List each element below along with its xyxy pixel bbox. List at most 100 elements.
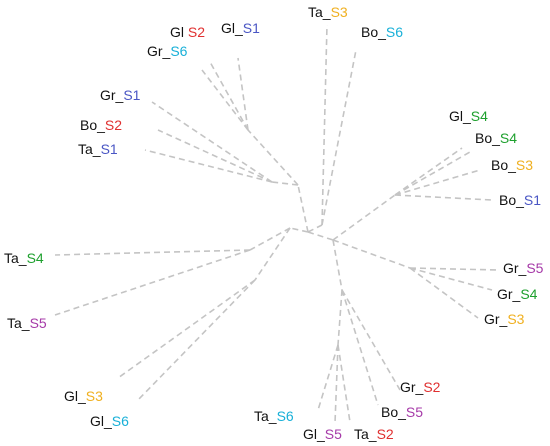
leaf-prefix: Gl_ <box>64 388 86 404</box>
leaf-sample: S1 <box>524 192 541 208</box>
leaf-sample: S5 <box>30 315 47 331</box>
leaf-label-ta-s4: Ta_S4 <box>4 250 44 266</box>
svg-text:Ta_S2: Ta_S2 <box>354 426 394 442</box>
branch-root-B <box>307 224 323 233</box>
branch-B-Ta_S3 <box>321 24 328 226</box>
branch-C3-C3a <box>337 289 343 346</box>
svg-text:Ta_S5: Ta_S5 <box>7 315 47 331</box>
leaf-sample: S1 <box>243 20 260 36</box>
branch-C2-Gr_S4 <box>409 267 493 291</box>
branch-D-D1 <box>249 227 291 251</box>
svg-text:Gr_S2: Gr_S2 <box>400 379 441 395</box>
leaf-label-bo-s5: Bo_S5 <box>381 404 423 420</box>
svg-text:Bo_S2: Bo_S2 <box>80 117 122 133</box>
leaf-sample: S2 <box>377 426 394 442</box>
svg-text:Gr_S3: Gr_S3 <box>484 311 525 327</box>
leaf-label-bo-s3: Bo_S3 <box>491 157 533 173</box>
svg-text:Gr_S4: Gr_S4 <box>497 286 538 302</box>
branch-C2-Gr_S5 <box>409 267 499 271</box>
leaf-prefix: Bo_ <box>361 24 386 40</box>
svg-text:Gl_S6: Gl_S6 <box>90 413 129 429</box>
branch-C-C2 <box>332 239 411 269</box>
branch-root-A <box>297 184 309 233</box>
leaf-label-gl-s1-top: Gl_S1 <box>221 20 260 36</box>
leaf-labels: Gl S2 Gl_S1Ta_S3Bo_S6Gr_S6Gr_S1Bo_S2Ta_S1… <box>4 4 544 442</box>
leaf-prefix: Gr_ <box>497 286 521 302</box>
leaf-label-ta-s2: Ta_S2 <box>354 426 394 442</box>
leaf-sample: S5 <box>526 260 543 276</box>
leaf-label-bo-s6: Bo_S6 <box>361 24 403 40</box>
branch-C3-Gr_S2 <box>341 289 401 391</box>
leaf-label-bo-s4: Bo_S4 <box>475 130 517 146</box>
svg-text:Ta_S1: Ta_S1 <box>78 141 118 157</box>
leaf-prefix: Bo_ <box>475 130 500 146</box>
branch-C-C3 <box>332 239 343 291</box>
leaf-sample: S5 <box>325 426 342 442</box>
leaf-prefix: Ta_ <box>354 426 377 442</box>
tree-edges <box>54 24 499 424</box>
leaf-sample: S5 <box>406 404 423 420</box>
leaf-sample: S3 <box>516 157 533 173</box>
branch-C1-Gl_S4 <box>394 147 463 196</box>
leaf-label-gr-s2: Gr_S2 <box>400 379 441 395</box>
branch-C2-Gr_S3 <box>409 267 479 319</box>
leaf-prefix: Gl <box>170 24 184 40</box>
leaf-label-bo-s2: Bo_S2 <box>80 117 122 133</box>
branch-A-A2 <box>271 181 299 186</box>
branch-C3-Bo_S5 <box>341 289 379 406</box>
leaf-prefix: Gl_ <box>303 426 325 442</box>
leaf-label-ta-s3: Ta_S3 <box>308 4 348 20</box>
branch-root-C <box>307 231 334 241</box>
leaf-sample: S3 <box>331 4 348 20</box>
branch-C1-Bo_S1 <box>394 194 493 201</box>
branch-root-D <box>289 227 309 233</box>
branch-C3a-Ta_S2 <box>337 344 351 423</box>
leaf-label-bo-s1: Bo_S1 <box>499 192 541 208</box>
svg-text:Gl_S4: Gl_S4 <box>449 108 488 124</box>
leaf-label-gl-s3: Gl_S3 <box>64 388 103 404</box>
branch-D-D2 <box>254 227 291 281</box>
leaf-sample: S4 <box>471 108 488 124</box>
branch-A-A1 <box>247 129 299 186</box>
svg-text:Bo_S5: Bo_S5 <box>381 404 423 420</box>
leaf-sample: S3 <box>86 388 103 404</box>
leaf-prefix: Gr_ <box>100 87 124 103</box>
leaf-prefix: Gr_ <box>484 311 508 327</box>
leaf-sample: S6 <box>277 408 294 424</box>
leaf-sample: S3 <box>507 311 524 327</box>
branch-C1-Bo_S4 <box>394 151 471 196</box>
branch-C3a-Gl_S5 <box>334 344 339 424</box>
branch-D2-Gl_S3 <box>117 279 256 379</box>
svg-text:Gl_S1: Gl_S1 <box>221 20 260 36</box>
branch-C3a-Ta_S6 <box>317 344 339 411</box>
leaf-sample: S1 <box>123 87 140 103</box>
leaf-sample: S4 <box>27 250 44 266</box>
svg-text:Bo_S6: Bo_S6 <box>361 24 403 40</box>
svg-text:Ta_S3: Ta_S3 <box>308 4 348 20</box>
leaf-prefix: Gl_ <box>221 20 243 36</box>
leaf-prefix: Gl_ <box>449 108 471 124</box>
leaf-label-gr-s1: Gr_S1 <box>100 87 141 103</box>
leaf-prefix: Bo_ <box>80 117 105 133</box>
svg-text:Ta_S6: Ta_S6 <box>254 408 294 424</box>
leaf-sample: S1 <box>101 141 118 157</box>
leaf-prefix: Ta_ <box>78 141 101 157</box>
leaf-label-gr-s4: Gr_S4 <box>497 286 538 302</box>
leaf-sample: S6 <box>112 413 129 429</box>
leaf-sample: S6 <box>386 24 403 40</box>
leaf-prefix: Gl_ <box>90 413 112 429</box>
leaf-prefix: Ta_ <box>7 315 30 331</box>
leaf-prefix: Bo_ <box>491 157 516 173</box>
svg-text:Gl S2: Gl S2 <box>170 24 205 40</box>
leaf-prefix: Ta_ <box>254 408 277 424</box>
leaf-label-gr-s3: Gr_S3 <box>484 311 525 327</box>
svg-text:Gl_S3: Gl_S3 <box>64 388 103 404</box>
branch-D2-Gl_S6 <box>137 279 256 401</box>
leaf-sample: S6 <box>170 43 187 59</box>
svg-text:Gl_S5: Gl_S5 <box>303 426 342 442</box>
svg-text:Bo_S1: Bo_S1 <box>499 192 541 208</box>
svg-text:Gr_S6: Gr_S6 <box>147 43 188 59</box>
leaf-label-gr-s5: Gr_S5 <box>503 260 544 276</box>
svg-text:Gr_S1: Gr_S1 <box>100 87 141 103</box>
leaf-sample: S4 <box>500 130 517 146</box>
